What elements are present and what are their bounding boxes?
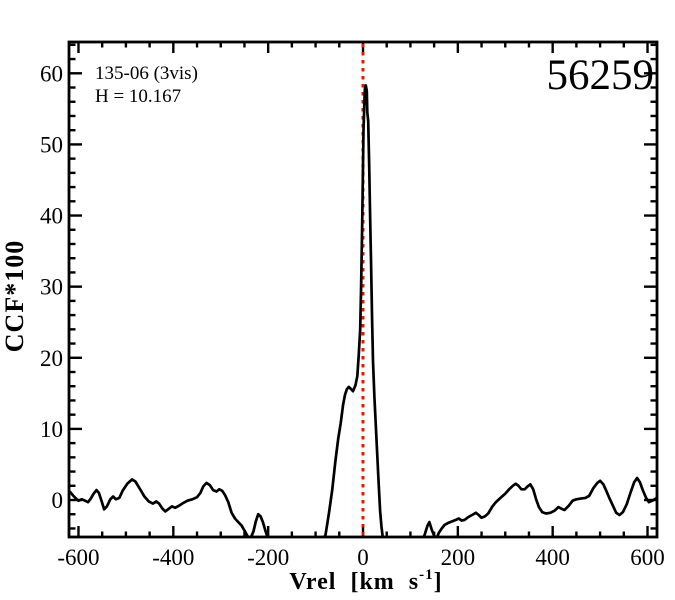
mjd-label: 56259 (547, 52, 655, 99)
x-tick-label: 200 (441, 545, 476, 570)
x-axis-label-prefix: Vrel [km s (289, 569, 419, 595)
y-tick-label: 30 (40, 275, 63, 300)
y-tick-label: 50 (40, 132, 63, 157)
h-magnitude-annotation: H = 10.167 (95, 86, 181, 107)
y-tick-label: 0 (52, 488, 64, 513)
axes-layer: -600 -400 -200 0 200 400 600 0 10 20 30 40 50 60 (40, 40, 665, 570)
x-tick-label: -200 (247, 545, 289, 570)
x-axis-label-superscript: -1 (419, 567, 434, 583)
ccf-curve (69, 84, 657, 537)
curve-layer (69, 84, 657, 537)
x-axis-label: Vrel [km s-1] (289, 567, 442, 595)
x-axis-label-suffix: ] (434, 569, 443, 595)
x-tick-label: 400 (535, 545, 570, 570)
y-axis-label: CCF*100 (0, 240, 29, 352)
x-tick-label: -600 (57, 545, 99, 570)
y-tick-label: 40 (40, 204, 63, 229)
y-tick-label: 20 (40, 346, 63, 371)
x-tick-label: 0 (357, 545, 369, 570)
y-tick-label: 10 (40, 417, 63, 442)
y-tick-label: 60 (40, 61, 63, 86)
target-id-annotation: 135-06 (3vis) (95, 63, 198, 84)
x-tick-label: -400 (152, 545, 194, 570)
x-tick-label: 600 (630, 545, 665, 570)
